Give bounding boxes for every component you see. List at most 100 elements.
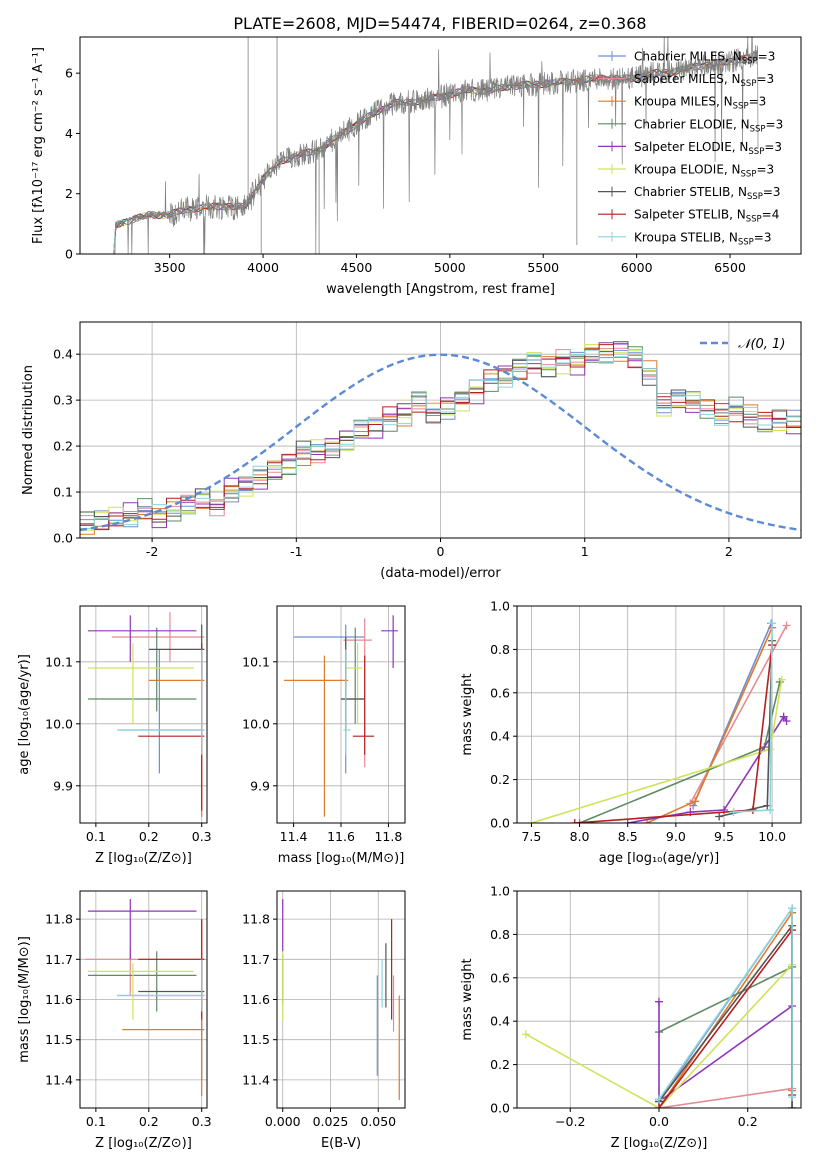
y-tick-label: 0.0 [53, 531, 73, 546]
residuals-panel: -2 -1 0 1 2 0.0 0.1 0.2 0.3 0.4 (data-model)/error… [21, 321, 802, 581]
legend-entry: 𝒩(0, 1) [738, 337, 785, 352]
x-tick-label: 4000 [247, 260, 279, 275]
y-tick-label: 2 [65, 186, 73, 201]
x-tick-label: 10.0 [758, 829, 786, 844]
weight-point-marker [788, 904, 797, 913]
x-tick-label: 0.025 [313, 1114, 349, 1129]
y-tick-label: 11.5 [242, 1032, 270, 1047]
y-tick-label: 11.8 [45, 912, 73, 927]
weight-point-marker [655, 1095, 663, 1104]
x-tick-label: 11.8 [374, 829, 402, 844]
weight-point-marker [779, 712, 788, 721]
y-tick-label: 0.2 [490, 1057, 510, 1072]
y-tick-label: 0.4 [490, 729, 510, 744]
y-tick-label: 9.9 [53, 778, 73, 793]
y-tick-label: 0.2 [490, 772, 510, 787]
x-tick-label: 4500 [341, 260, 373, 275]
x-tick-label: 0.050 [360, 1114, 396, 1129]
y-tick-label: 11.6 [242, 992, 270, 1007]
weight-series-line [574, 645, 773, 823]
x-tick-label: 0.0 [649, 1114, 669, 1129]
x-tick-label: 0.3 [192, 1114, 212, 1129]
legend-entry: Kroupa STELIB, NSSP=3 [634, 230, 772, 247]
weight-series-line [646, 627, 773, 823]
y-tick-label: 1.0 [490, 599, 510, 614]
x-tick-label: 8.0 [570, 829, 590, 844]
weight-point-marker [782, 717, 791, 726]
weight-series-line [658, 927, 793, 1108]
x-axis-label: wavelength [Angstrom, rest frame] [326, 282, 555, 297]
residual-histogram [80, 348, 801, 529]
weight-series-line [658, 910, 793, 1108]
x-tick-label: 1 [581, 544, 589, 559]
x-tick-label: 0.2 [738, 1114, 758, 1129]
weight-point-marker [575, 819, 584, 823]
y-tick-label: 0.0 [490, 1101, 510, 1116]
residual-histogram [80, 344, 801, 530]
weight-point-marker [729, 808, 738, 817]
weight-point-marker [782, 621, 791, 630]
y-tick-label: 0.4 [53, 347, 73, 362]
x-tick-label: 2 [725, 544, 733, 559]
x-axis-label: (data-model)/error [380, 566, 501, 581]
x-tick-label: 9.5 [714, 829, 734, 844]
weight-point-marker [768, 619, 777, 628]
x-tick-label: 6500 [714, 260, 746, 275]
weight-point-marker [691, 797, 700, 806]
y-tick-label: 10.1 [45, 654, 73, 669]
y-tick-label: 0.8 [490, 642, 510, 657]
x-axis-label: age [log₁₀(age/yr)] [599, 851, 720, 866]
x-axis-label: Z [log₁₀(Z/Z⊙)] [95, 851, 192, 866]
x-tick-label: 8.5 [618, 829, 638, 844]
x-tick-label: 11.4 [280, 829, 308, 844]
y-axis-label: mass [log₁₀(M/M⊙)] [17, 936, 32, 1063]
weight-point-marker [655, 1104, 663, 1108]
age-vs-metallicity-panel: 0.1 0.2 0.3 9.9 10.0 10.1 Z [log₁₀(Z/Z⊙)] age [… [17, 605, 212, 866]
axes-frame [516, 605, 802, 824]
weight-point-marker [748, 805, 757, 814]
weight-series-line [579, 681, 781, 823]
x-tick-label: 0.1 [86, 829, 106, 844]
x-tick-label: 5500 [527, 260, 559, 275]
x-tick-label: 0.1 [86, 1114, 106, 1129]
y-tick-label: 0.0 [490, 816, 510, 831]
legend-entry: Chabrier ELODIE, NSSP=3 [634, 117, 783, 134]
y-tick-label: 0 [65, 247, 73, 262]
spectrum-panel: 3500 4000 4500 5000 5500 6000 6500 0 2 4 6 waveleng… [31, 36, 802, 297]
legend-entry: Kroupa ELODIE, NSSP=3 [634, 163, 774, 180]
x-axis-label: mass [log₁₀(M/M⊙)] [278, 851, 405, 866]
y-tick-label: 11.4 [45, 1072, 73, 1087]
y-tick-label: 0.6 [490, 970, 510, 985]
x-tick-label: 7.5 [521, 829, 541, 844]
x-tick-label: 5000 [434, 260, 466, 275]
weight-point-marker [788, 1104, 797, 1108]
weight-point-marker [527, 819, 536, 823]
x-tick-label: 0.000 [265, 1114, 301, 1129]
x-axis-label: Z [log₁₀(Z/Z⊙)] [611, 1136, 708, 1151]
y-tick-label: 9.9 [250, 778, 270, 793]
y-tick-label: 6 [65, 66, 73, 81]
y-tick-label: 0.2 [53, 439, 73, 454]
x-axis-label: Z [log₁₀(Z/Z⊙)] [95, 1136, 192, 1151]
x-axis-label: E(B-V) [321, 1136, 361, 1151]
x-tick-label: 0.2 [139, 1114, 159, 1129]
weight-vs-age-panel: 7.5 8.0 8.5 9.0 9.5 10.0 0.0 0.2 0.4 0.6 0.8 1.0 age… [460, 599, 802, 866]
y-axis-label: mass weight [460, 673, 475, 755]
x-tick-label: 9.0 [666, 829, 686, 844]
x-tick-label: 0.2 [139, 829, 159, 844]
y-tick-label: 11.4 [242, 1072, 270, 1087]
mass-vs-ebv-panel: 0.000 0.025 0.050 11.4 11.5 11.6 11.7 11.8 E(B-V… [242, 890, 406, 1151]
axes-frame [79, 36, 802, 255]
axes-frame [79, 605, 208, 824]
x-tick-label: −0.2 [555, 1114, 585, 1129]
y-axis-label: Normed distribution [21, 365, 36, 495]
y-tick-label: 10.1 [242, 654, 270, 669]
y-tick-label: 4 [65, 126, 73, 141]
y-tick-label: 0.4 [490, 1014, 510, 1029]
x-tick-label: 0 [437, 544, 445, 559]
x-tick-label: 11.6 [327, 829, 355, 844]
legend-entry: Salpeter STELIB, NSSP=4 [634, 208, 779, 225]
x-tick-label: -1 [290, 544, 302, 559]
weight-point-marker [777, 675, 786, 684]
weight-series-line [733, 623, 773, 813]
